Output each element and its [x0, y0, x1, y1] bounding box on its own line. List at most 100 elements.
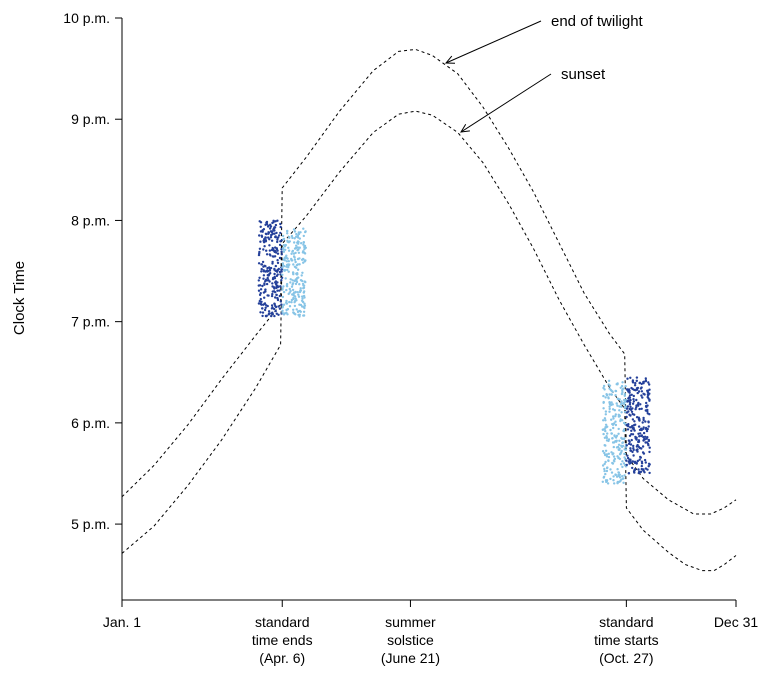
scatter-point-3-25 — [291, 279, 294, 282]
scatter-point-4-176 — [618, 476, 622, 479]
scatter-point-5-151 — [625, 444, 628, 447]
scatter-point-2-121 — [274, 223, 278, 227]
scatter-point-3-54 — [287, 246, 290, 249]
scatter-point-4-135 — [601, 464, 605, 467]
scatter-point-4-190 — [621, 390, 624, 394]
scatter-point-4-122 — [621, 460, 624, 463]
scatter-point-2-255 — [267, 231, 270, 234]
scatter-points — [257, 219, 651, 485]
scatter-point-2-152 — [269, 266, 273, 270]
curve-sunset — [121, 110, 737, 572]
scatter-point-2-144 — [275, 274, 279, 278]
scatter-point-5-110 — [631, 460, 635, 463]
scatter-point-2-169 — [280, 276, 284, 279]
scatter-point-5-29 — [631, 466, 634, 470]
scatter-point-4-68 — [604, 449, 608, 452]
scatter-point-3-206 — [282, 248, 285, 251]
scatter-point-3-135 — [301, 271, 304, 274]
scatter-point-4-150 — [623, 394, 626, 397]
scatter-point-4-215 — [607, 455, 611, 459]
scatter-point-2-146 — [276, 238, 279, 241]
scatter-point-2-42 — [278, 256, 282, 260]
scatter-point-5-204 — [627, 460, 630, 463]
scatter-point-2-106 — [258, 276, 261, 279]
scatter-point-2-141 — [272, 255, 275, 258]
scatter-point-4-228 — [616, 455, 619, 458]
scatter-point-2-180 — [271, 260, 274, 264]
scatter-point-5-195 — [643, 393, 646, 396]
scatter-point-4-123 — [622, 401, 626, 405]
scatter-point-4-31 — [614, 394, 617, 397]
scatter-point-4-93 — [603, 388, 606, 391]
scatter-point-4-151 — [618, 473, 622, 476]
scatter-point-5-202 — [641, 421, 644, 424]
scatter-point-5-27 — [632, 400, 636, 403]
curve-end-of-twilight — [121, 48, 737, 515]
scatter-point-4-172 — [604, 396, 607, 399]
scatter-point-3-196 — [294, 290, 297, 294]
scatter-point-2-183 — [259, 297, 262, 301]
scatter-point-3-115 — [294, 246, 298, 250]
scatter-point-2-258 — [264, 239, 268, 242]
scatter-point-4-167 — [611, 453, 614, 456]
scatter-point-3-214 — [283, 312, 287, 315]
scatter-point-4-80 — [623, 399, 626, 402]
scatter-point-2-135 — [272, 228, 275, 231]
scatter-point-4-191 — [618, 405, 621, 408]
scatter-point-4-208 — [610, 393, 613, 396]
scatter-point-5-139 — [626, 456, 630, 460]
scatter-point-5-185 — [635, 462, 638, 465]
scatter-point-4-194 — [604, 410, 608, 413]
scatter-point-5-172 — [637, 401, 640, 405]
scatter-point-2-48 — [261, 260, 265, 264]
scatter-point-3-184 — [282, 237, 286, 241]
scatter-point-5-190 — [625, 423, 628, 427]
scatter-point-5-220 — [638, 381, 642, 384]
scatter-point-5-145 — [632, 454, 635, 457]
scatter-point-5-155 — [629, 443, 633, 446]
scatter-point-2-68 — [273, 272, 276, 276]
scatter-point-5-147 — [630, 438, 633, 442]
scatter-point-3-86 — [301, 251, 305, 254]
scatter-point-3-28 — [288, 305, 292, 308]
scatter-point-5-246 — [637, 425, 641, 428]
scatter-point-3-113 — [281, 287, 284, 290]
scatter-point-5-153 — [632, 398, 635, 401]
scatter-point-4-52 — [612, 415, 615, 418]
scatter-point-5-240 — [644, 380, 648, 383]
scatter-point-3-195 — [295, 308, 298, 311]
scatter-point-4-40 — [608, 405, 611, 408]
scatter-point-2-132 — [263, 282, 266, 285]
scatter-point-5-126 — [638, 407, 641, 411]
scatter-point-5-135 — [633, 468, 637, 471]
scatter-point-2-233 — [274, 251, 278, 254]
scatter-point-4-133 — [611, 437, 614, 440]
arrow-head-1 — [460, 124, 470, 133]
scatter-point-3-219 — [298, 257, 301, 260]
scatter-point-2-147 — [263, 296, 266, 299]
scatter-point-5-134 — [642, 469, 645, 473]
scatter-point-4-177 — [621, 475, 624, 478]
scatter-point-3-208 — [303, 260, 306, 263]
scatter-point-4-0 — [610, 401, 613, 404]
scatter-point-2-164 — [276, 281, 279, 284]
scatter-point-2-228 — [278, 294, 281, 298]
scatter-point-3-166 — [291, 249, 295, 253]
scatter-point-2-86 — [259, 230, 263, 233]
scatter-point-2-225 — [260, 235, 264, 238]
scatter-point-3-180 — [298, 290, 302, 294]
scatter-point-4-178 — [604, 419, 607, 422]
scatter-point-2-227 — [275, 286, 278, 290]
scatter-point-4-232 — [610, 389, 613, 392]
scatter-point-2-173 — [276, 240, 279, 244]
scatter-point-5-50 — [629, 405, 632, 408]
scatter-point-3-77 — [298, 283, 301, 286]
scatter-point-5-63 — [640, 407, 643, 410]
y-tick-label-2: 7 p.m. — [71, 314, 110, 330]
scatter-point-3-199 — [297, 232, 301, 236]
scatter-point-4-6 — [607, 452, 610, 455]
y-tick-label-0: 5 p.m. — [71, 516, 110, 532]
scatter-point-5-214 — [648, 450, 651, 454]
scatter-point-3-173 — [284, 248, 287, 251]
scatter-point-4-214 — [603, 436, 607, 439]
